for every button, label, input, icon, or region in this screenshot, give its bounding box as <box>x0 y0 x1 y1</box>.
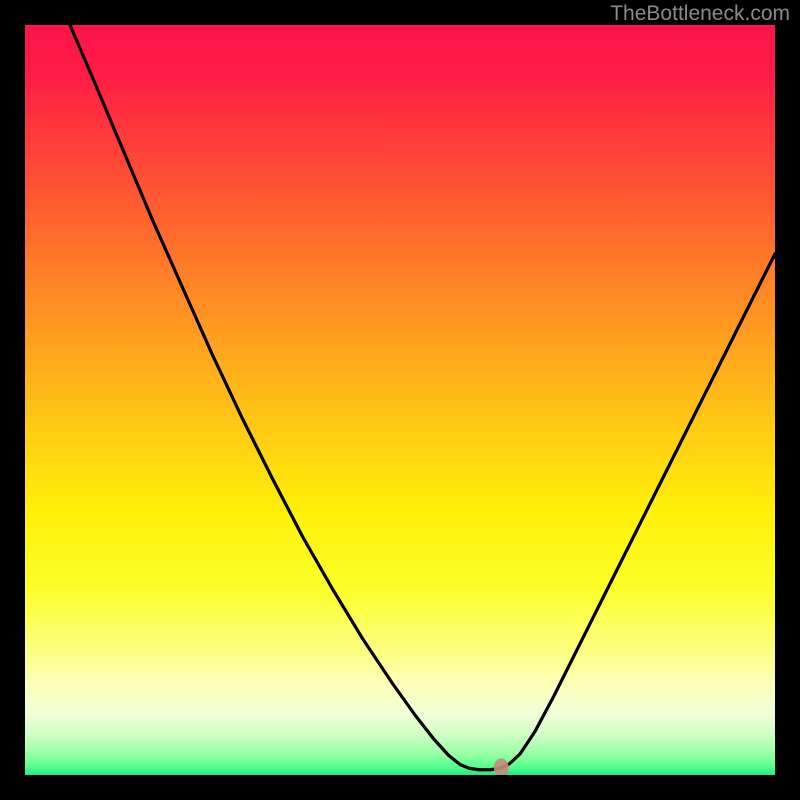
watermark-text: TheBottleneck.com <box>610 2 790 26</box>
chart-plot-area <box>25 25 775 775</box>
chart-svg <box>25 25 775 775</box>
gradient-background <box>25 25 775 775</box>
